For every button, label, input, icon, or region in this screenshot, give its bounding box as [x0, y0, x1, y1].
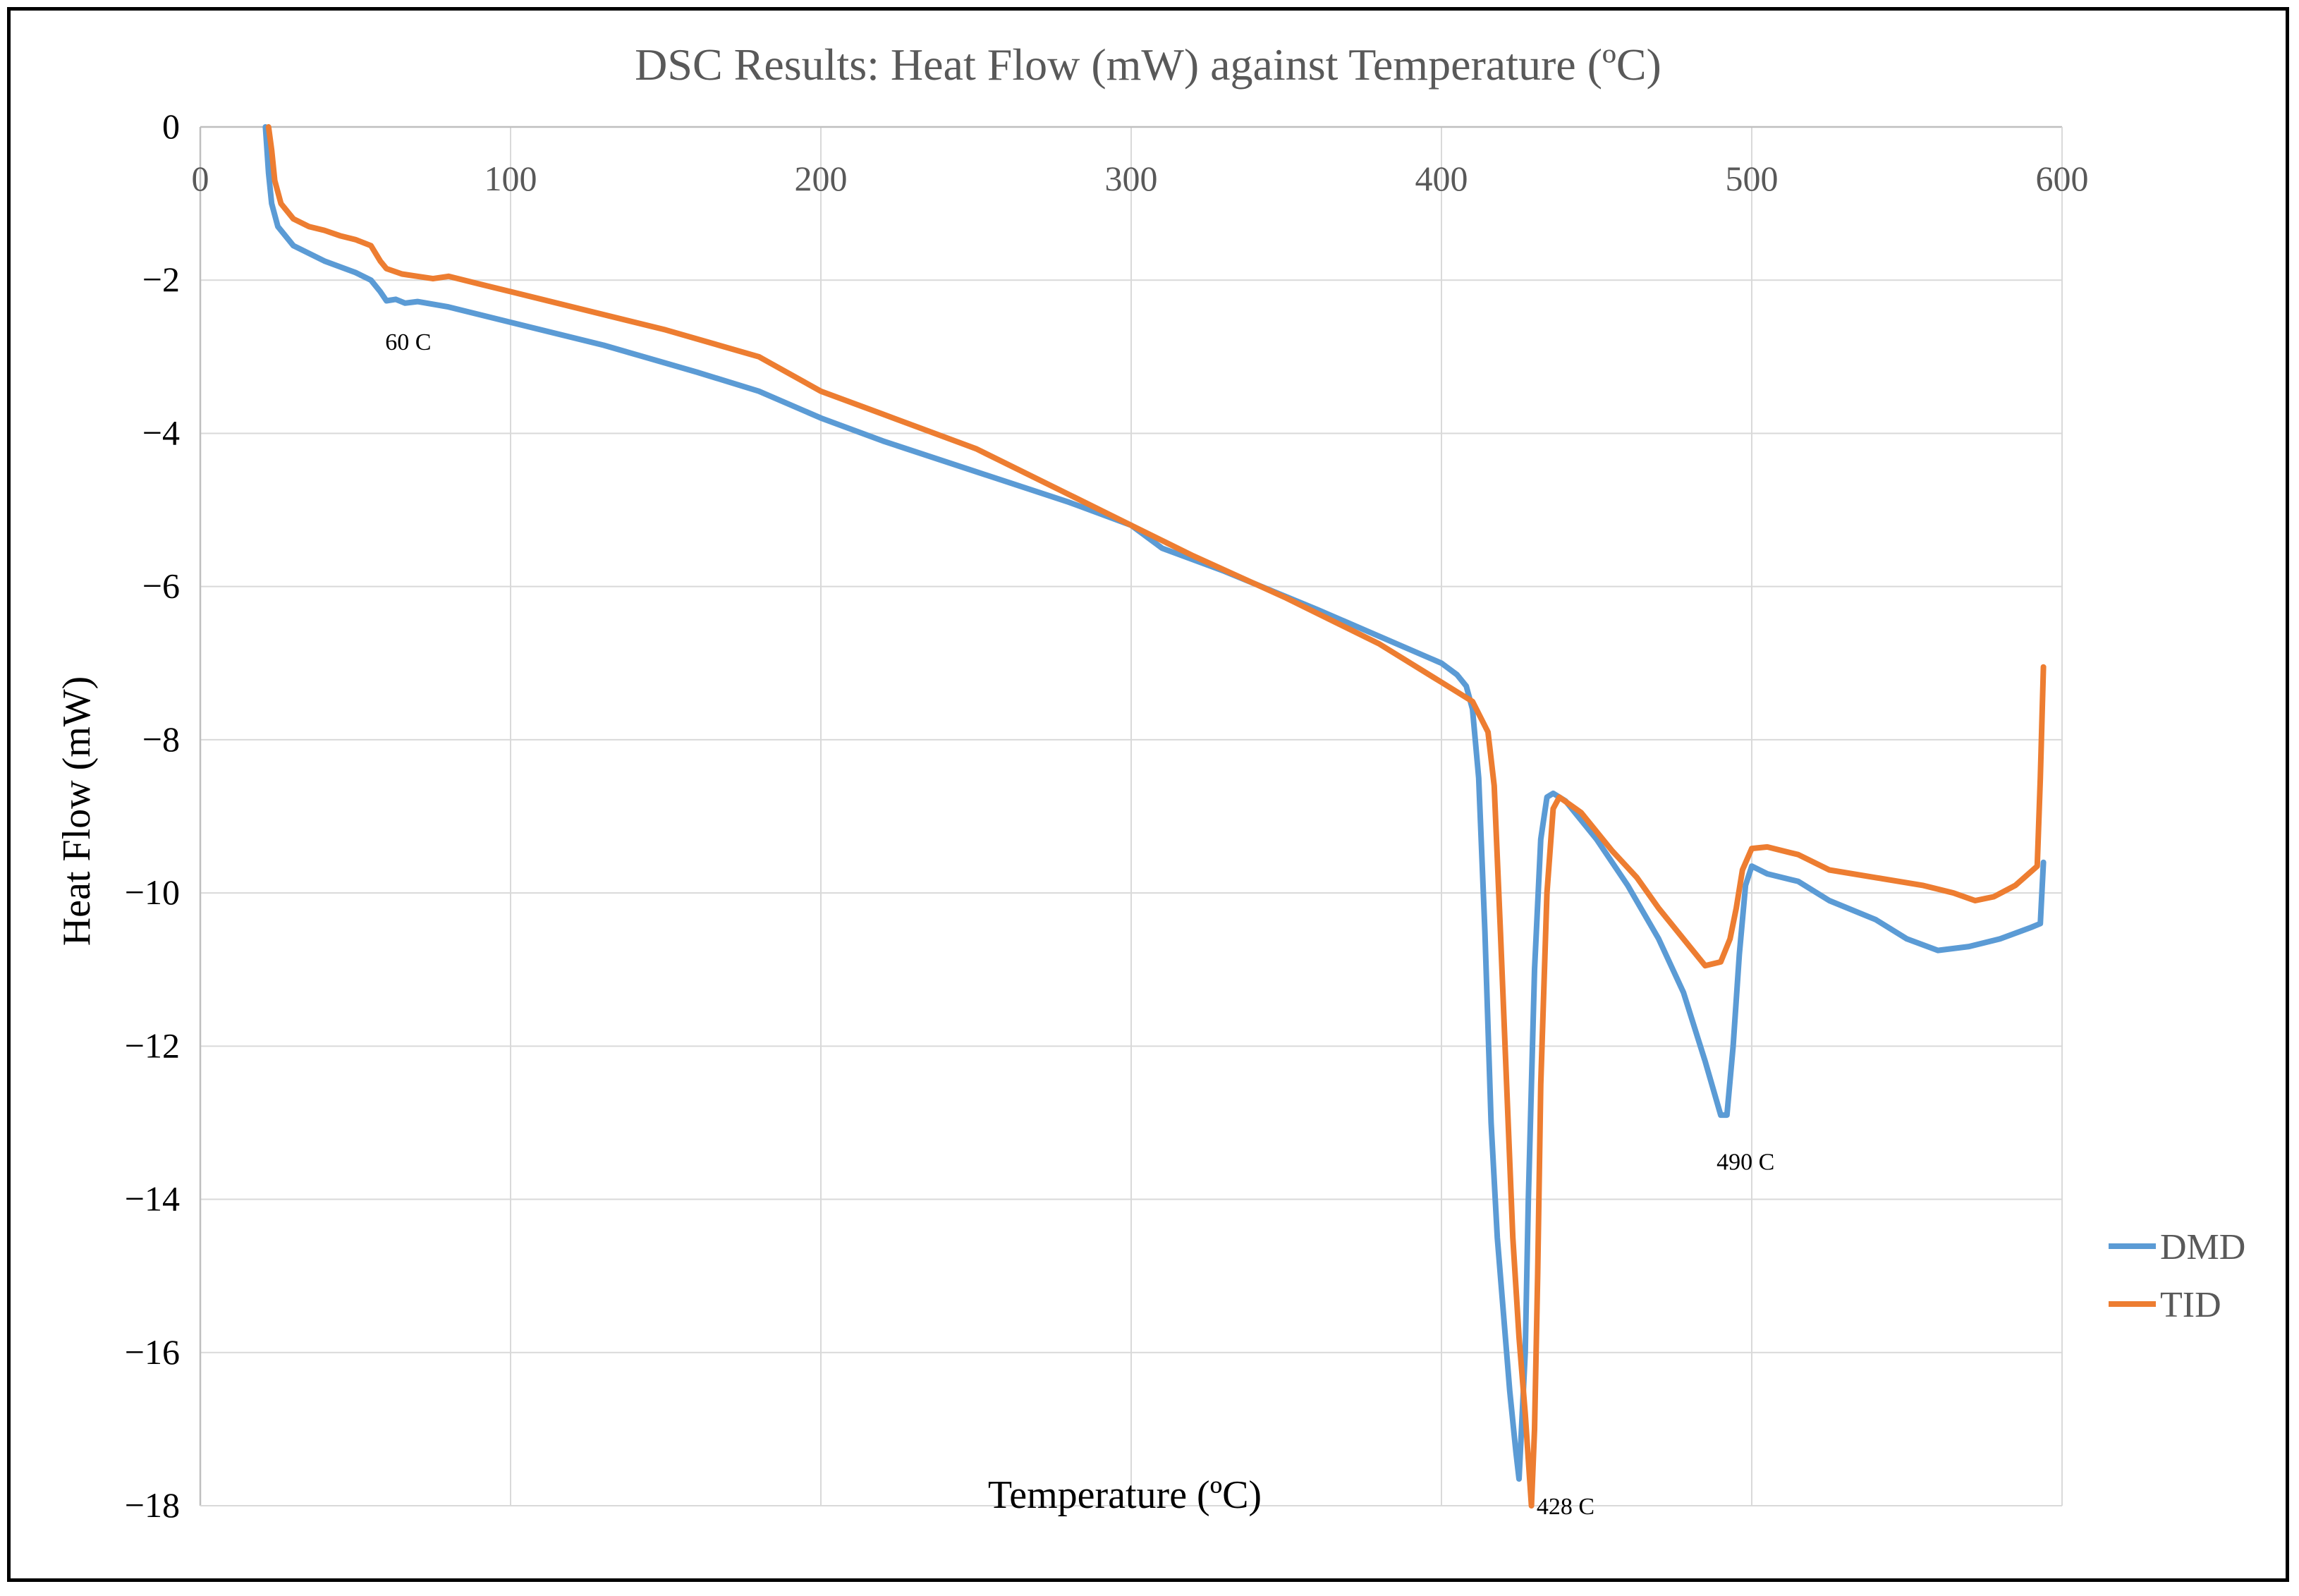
y-tick-label: −4	[142, 413, 180, 452]
series-line-dmd	[262, 124, 2047, 1482]
annotation-label: 428 C	[1537, 1494, 1594, 1520]
y-tick-label: −12	[125, 1025, 180, 1065]
x-tick-label: 0	[192, 159, 209, 198]
tick-labels: 0 −2 −4 −6 −8 −10 −12 −14 −16 −18 0 100 200 300 400 500…	[125, 106, 2089, 1525]
legend: DMD TID	[2109, 1227, 2245, 1325]
series-line-tid	[265, 124, 2047, 1509]
y-tick-label: −6	[142, 566, 180, 606]
x-axis-title: Temperature (ºC)	[988, 1473, 1262, 1517]
axes	[199, 126, 2063, 1506]
y-tick-label: −8	[142, 719, 180, 759]
y-tick-label: −18	[125, 1485, 180, 1525]
legend-label-dmd: DMD	[2160, 1227, 2245, 1267]
x-tick-label: 600	[2036, 159, 2089, 198]
x-tick-label: 500	[1726, 159, 1779, 198]
y-tick-label: −14	[125, 1179, 180, 1219]
y-axis-title: Heat Flow (mW)	[55, 676, 99, 946]
y-tick-label: −2	[142, 260, 180, 299]
chart-title: DSC Results: Heat Flow (mW) against Temp…	[635, 39, 1661, 90]
legend-label-tid: TID	[2160, 1285, 2221, 1325]
x-tick-label: 400	[1415, 159, 1468, 198]
x-tick-label: 300	[1105, 159, 1158, 198]
gridlines	[200, 127, 2063, 1506]
annotation-label: 60 C	[385, 329, 431, 355]
chart-frame: DSC Results: Heat Flow (mW) against Temp…	[7, 7, 2289, 1582]
series-lines	[262, 124, 2047, 1509]
x-tick-label: 100	[484, 159, 537, 198]
annotation-label: 490 C	[1716, 1149, 1774, 1175]
y-tick-label: −10	[125, 872, 180, 912]
y-tick-label: 0	[162, 106, 180, 146]
annotations: 60 C 428 C 490 C	[385, 329, 1774, 1520]
y-tick-label: −16	[125, 1332, 180, 1372]
x-tick-label: 200	[795, 159, 848, 198]
dsc-line-chart: DSC Results: Heat Flow (mW) against Temp…	[55, 39, 2245, 1525]
